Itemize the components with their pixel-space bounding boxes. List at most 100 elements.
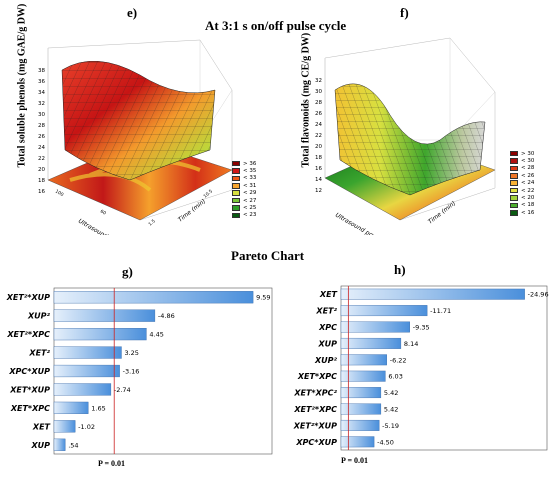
bar	[340, 403, 382, 415]
legend-label: < 20	[521, 195, 535, 202]
bar-value-label: 5.42	[384, 389, 398, 397]
svg-text:14: 14	[315, 177, 322, 183]
bar-value-label: 3.25	[124, 349, 138, 357]
bar	[340, 288, 525, 300]
bar	[53, 383, 112, 396]
legend-item: < 35	[232, 167, 256, 174]
bar	[340, 305, 428, 317]
svg-text:30: 30	[38, 112, 45, 118]
bar-category-label: XUP²	[314, 356, 338, 365]
legend-swatch	[232, 160, 240, 167]
bar	[53, 364, 120, 378]
svg-text:16: 16	[38, 189, 45, 195]
legend-label: < 33	[243, 175, 257, 182]
legend-swatch	[510, 187, 518, 194]
bar	[53, 346, 122, 359]
pareto-svg-g: XET²*XUP 9.59 XUP² -4.86 XET²*XPC 4.45 XET² 3.2…	[6, 287, 273, 455]
bar	[53, 401, 89, 414]
surface-plot-e: 38 36 34 32 30 28 26 24 22 20 18 16 100 60 1.5 10…	[38, 39, 233, 235]
bar-value-label: 4.45	[149, 331, 163, 339]
legend-e: > 36 < 35 < 33 < 31 < 29 < 27 < 25 < 23	[232, 160, 256, 219]
svg-text:26: 26	[38, 134, 45, 140]
bar-value-label: 5.42	[384, 406, 398, 414]
legend-swatch	[510, 150, 518, 157]
svg-text:18: 18	[315, 155, 322, 161]
z-axis-e: 38 36 34 32 30 28 26 24 22 20 18 16	[38, 68, 45, 195]
svg-text:60: 60	[99, 209, 107, 217]
y-axis-label-f: Total flavonoids (mg CE/g DW)	[300, 32, 312, 168]
legend-label: < 18	[521, 202, 535, 209]
bar-value-label: -5.19	[382, 422, 399, 430]
bar-value-label: 1.65	[91, 404, 105, 412]
bar-category-label: XUP	[30, 441, 50, 450]
bar	[53, 420, 76, 433]
x1label-e: Ultrasound power (%)	[77, 218, 137, 235]
legend-label: < 28	[521, 165, 535, 172]
legend-label: < 22	[521, 187, 535, 194]
bar-value-label: -11.71	[430, 307, 451, 315]
svg-text:100: 100	[54, 189, 65, 199]
legend-item: < 27	[232, 197, 256, 204]
legend-item: > 30	[510, 150, 534, 157]
bar-category-label: XPC*XUP	[295, 438, 337, 447]
panel-f-tag: f)	[400, 5, 409, 20]
bar-category-label: XET*XPC	[10, 404, 50, 413]
bar-value-label: -2.74	[114, 386, 131, 394]
legend-label: < 31	[243, 182, 257, 189]
bar	[340, 419, 380, 431]
legend-label: < 26	[521, 172, 535, 179]
plot-frame	[340, 285, 548, 451]
legend-label: < 27	[243, 197, 257, 204]
svg-text:24: 24	[38, 145, 45, 151]
svg-text:20: 20	[38, 167, 45, 173]
svg-text:30: 30	[315, 89, 322, 95]
legend-swatch	[510, 180, 518, 187]
legend-swatch	[510, 210, 518, 216]
legend-swatch	[232, 183, 240, 189]
legend-swatch	[510, 173, 518, 179]
pareto-title: Pareto Chart	[231, 248, 305, 263]
bar	[53, 291, 254, 304]
bar-category-label: XET	[319, 290, 338, 299]
x2label-e: Time (min)	[177, 198, 207, 224]
svg-text:28: 28	[38, 123, 45, 129]
bar-category-label: XET*XPC	[297, 372, 337, 381]
legend-label: < 29	[243, 190, 257, 197]
bar-value-label: -3.16	[123, 368, 140, 376]
bar-category-label: XET*XUP	[9, 385, 50, 394]
panel-h-tag: h)	[394, 262, 406, 277]
bar	[340, 436, 375, 448]
legend-swatch	[232, 197, 240, 204]
bar-value-label: 9.59	[256, 294, 270, 302]
bar-category-label: XET²	[28, 349, 50, 358]
legend-swatch	[232, 190, 240, 197]
bar-value-label: -24.96	[528, 291, 549, 299]
legend-item: < 31	[232, 182, 256, 189]
svg-text:1.5: 1.5	[147, 218, 156, 227]
legend-label: > 30	[521, 150, 535, 157]
legend-label: < 35	[243, 168, 257, 175]
legend-item: < 26	[510, 172, 534, 179]
panel-e-tag: e)	[127, 5, 138, 20]
legend-item: < 28	[510, 165, 534, 172]
bar-category-label: XET²*XPC	[6, 330, 50, 339]
svg-text:12: 12	[315, 188, 322, 194]
legend-item: < 20	[510, 194, 534, 201]
legend-swatch	[232, 168, 240, 174]
svg-text:16: 16	[315, 166, 322, 172]
legend-label: > 36	[243, 160, 257, 167]
bar-category-label: XET²*XUP	[293, 421, 337, 430]
x2label-f: Time (min)	[427, 200, 457, 226]
legend-f: > 30 < 30 < 28 < 26 < 24 < 22 < 20 < 18 < 16	[510, 150, 534, 217]
p-label-g: P = 0.01	[98, 459, 126, 468]
bar-category-label: XPC	[318, 323, 337, 332]
bar-value-label: -6.22	[390, 356, 407, 364]
x1label-f: Ultrasound power (%)	[334, 212, 394, 235]
bar-category-label: XET²	[315, 307, 337, 316]
svg-text:32: 32	[315, 78, 322, 84]
legend-item: < 18	[510, 202, 534, 209]
bar-value-label: -4.50	[377, 438, 394, 446]
legend-label: < 25	[243, 205, 257, 212]
svg-text:22: 22	[38, 156, 45, 162]
svg-text:20: 20	[315, 144, 322, 150]
